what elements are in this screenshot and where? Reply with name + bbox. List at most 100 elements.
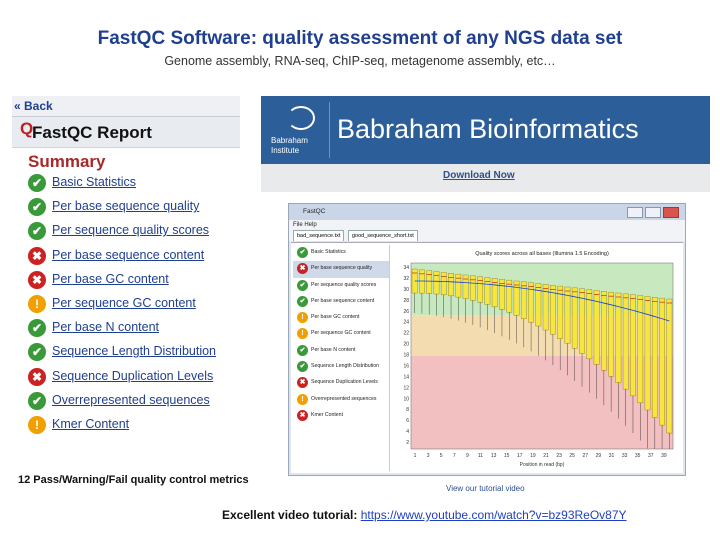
fail-icon: ✖ [28,246,46,265]
x-tick-label: 3 [427,453,430,459]
app-module-label: Sequence Length Distribution [311,363,380,370]
x-tick-label: 9 [466,453,469,459]
module-link[interactable]: Per sequence GC content [52,295,196,310]
app-module-label: Per base sequence quality [311,265,373,272]
quality-box [528,282,534,323]
app-module-item[interactable]: ✔ Per base N content [293,343,389,359]
y-tick-label: 2 [406,440,409,446]
babraham-logo-text: Babraham Institute [271,136,308,155]
app-module-item[interactable]: ✔ Per base sequence content [293,294,389,310]
summary-module-item[interactable]: ✔ Sequence Length Distribution [12,341,240,365]
summary-module-item[interactable]: ✔ Per sequence quality scores [12,220,240,244]
quality-box [448,273,454,297]
pass-icon: ✔ [28,174,46,192]
x-tick-label: 25 [569,453,575,459]
fail-icon: ✖ [297,377,308,389]
x-tick-label: 5 [440,453,443,459]
fail-icon: ✖ [28,367,46,386]
app-module-label: Per sequence GC content [311,330,371,337]
app-module-item[interactable]: ✔ Per sequence quality scores [293,278,389,294]
module-link[interactable]: Per base GC content [52,271,169,286]
pass-icon: ✔ [28,343,46,362]
module-link[interactable]: Sequence Duplication Levels [52,368,214,383]
module-link[interactable]: Sequence Length Distribution [52,344,217,359]
module-link[interactable]: Per sequence quality scores [52,223,210,238]
summary-module-list: ✔ Basic Statistics ✔ Per base sequence qual… [12,172,240,438]
download-now-link[interactable]: Download Now [443,170,515,181]
x-tick-label: 29 [596,453,602,459]
tab-good-sequence[interactable]: good_sequence_short.txt [347,230,418,241]
module-link[interactable]: Kmer Content [52,416,130,431]
x-tick-label: 17 [517,453,523,459]
app-module-list: ✔ Basic Statistics ✖ Per base sequence qual… [293,245,390,471]
pass-icon: ✔ [297,279,308,291]
app-module-item[interactable]: ! Per base GC content [293,310,389,326]
download-strip: Download Now [261,164,710,192]
module-link[interactable]: Overrepresented sequences [52,392,210,407]
app-module-item[interactable]: ✖ Kmer Content [293,408,389,424]
warn-icon: ! [297,328,308,340]
app-module-item[interactable]: ! Per sequence GC content [293,326,389,342]
quality-box [593,290,600,365]
warn-icon: ! [297,312,308,324]
x-tick-label: 35 [635,453,641,459]
app-module-item[interactable]: ✔ Basic Statistics [293,245,389,261]
poor-quality-band [411,356,673,449]
fail-icon: ✖ [297,409,308,421]
module-link[interactable]: Basic Statistics [52,175,137,189]
summary-module-item[interactable]: ! Per sequence GC content [12,293,240,317]
quality-box [491,278,498,308]
app-module-item[interactable]: ✖ Per base sequence quality [293,261,389,278]
y-tick-label: 32 [403,276,409,282]
tutorial-prefix: Excellent video tutorial: [222,508,358,522]
minimize-icon[interactable] [627,207,643,218]
summary-module-item[interactable]: ✔ Basic Statistics [12,172,240,196]
y-tick-label: 26 [403,309,409,315]
warn-icon: ! [28,294,46,313]
y-tick-label: 18 [403,353,409,359]
app-module-item[interactable]: ! Overrepresented sequences [293,392,389,408]
app-module-label: Basic Statistics [311,249,346,255]
quality-box [426,270,433,294]
quality-box [499,279,505,310]
app-menu-bar[interactable]: File Help [289,220,685,230]
maximize-icon[interactable] [645,207,661,218]
app-module-label: Kmer Content [311,411,344,418]
report-title: FastQC Report [32,123,152,142]
summary-module-item[interactable]: ✖ Per base GC content [12,269,240,293]
close-icon[interactable] [663,207,679,218]
fastqc-app-window: FastQC File Help bad_sequence.txt good_s… [288,203,686,476]
module-link[interactable]: Per base N content [52,320,160,335]
x-tick-label: 33 [622,453,628,459]
tutorial-url-link[interactable]: https://www.youtube.com/watch?v=bz93ReOv… [360,508,627,522]
y-tick-label: 34 [403,265,409,271]
app-module-item[interactable]: ✖ Sequence Duplication Levels [293,375,389,391]
app-window-title: FastQC [303,208,326,215]
quality-box [659,297,665,426]
back-link[interactable]: « Back [12,96,240,117]
quality-box [470,275,476,301]
summary-module-item[interactable]: ✔ Per base N content [12,317,240,341]
module-link[interactable]: Per base sequence content [52,247,205,262]
babraham-logo: Babraham Institute [267,102,330,158]
tutorial-video-link[interactable]: View our tutorial video [446,484,525,493]
x-tick-label: 15 [504,453,510,459]
y-tick-label: 8 [406,407,409,413]
summary-module-item[interactable]: ! Kmer Content [12,414,240,438]
y-tick-label: 24 [403,320,409,326]
pass-icon: ✔ [297,247,308,258]
fail-icon: ✖ [297,263,308,275]
y-tick-label: 30 [403,287,409,293]
app-module-label: Sequence Duplication Levels [311,379,378,386]
summary-module-item[interactable]: ✔ Per base sequence quality [12,196,240,220]
pass-icon: ✔ [297,344,308,356]
quality-box [513,280,520,316]
module-link[interactable]: Per base sequence quality [52,199,200,214]
tab-bad-sequence[interactable]: bad_sequence.txt [293,230,345,241]
x-tick-label: 39 [661,453,667,459]
app-module-item[interactable]: ✔ Sequence Length Distribution [293,359,389,375]
summary-module-item[interactable]: ✖ Per base sequence content [12,245,240,269]
quality-box [608,291,614,377]
summary-module-item[interactable]: ✔ Overrepresented sequences [12,390,240,414]
summary-module-item[interactable]: ✖ Sequence Duplication Levels [12,366,240,390]
